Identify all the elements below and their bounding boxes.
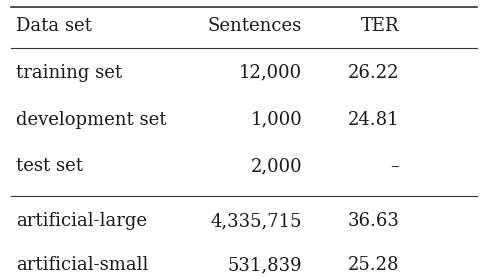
Text: development set: development set bbox=[16, 111, 166, 128]
Text: 24.81: 24.81 bbox=[347, 111, 399, 128]
Text: 4,335,715: 4,335,715 bbox=[211, 212, 302, 230]
Text: artificial-large: artificial-large bbox=[16, 212, 147, 230]
Text: training set: training set bbox=[16, 64, 122, 82]
Text: Sentences: Sentences bbox=[208, 17, 302, 35]
Text: 2,000: 2,000 bbox=[251, 157, 302, 175]
Text: –: – bbox=[390, 157, 399, 175]
Text: artificial-small: artificial-small bbox=[16, 256, 148, 274]
Text: TER: TER bbox=[361, 17, 399, 35]
Text: 25.28: 25.28 bbox=[348, 256, 399, 274]
Text: 12,000: 12,000 bbox=[239, 64, 302, 82]
Text: 36.63: 36.63 bbox=[347, 212, 399, 230]
Text: 531,839: 531,839 bbox=[227, 256, 302, 274]
Text: Data set: Data set bbox=[16, 17, 92, 35]
Text: test set: test set bbox=[16, 157, 83, 175]
Text: 1,000: 1,000 bbox=[250, 111, 302, 128]
Text: 26.22: 26.22 bbox=[348, 64, 399, 82]
